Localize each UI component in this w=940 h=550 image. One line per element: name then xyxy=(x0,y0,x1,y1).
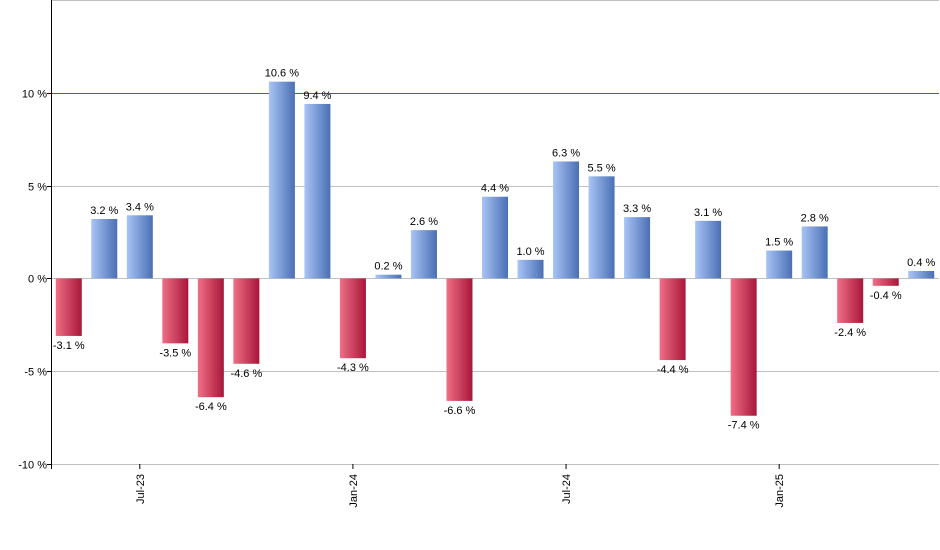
labels-layer: -3.1 % 3.2 % 3.4 % -3.5 % -6.4 % -4.6 % 10.6 %… xyxy=(18,68,935,508)
bar-value-label: -4.6 % xyxy=(230,368,262,380)
bar-value-label: 3.3 % xyxy=(623,203,651,215)
bar xyxy=(517,259,544,279)
bar xyxy=(339,278,366,359)
bar-value-label: -6.4 % xyxy=(195,401,227,413)
bar xyxy=(482,196,508,279)
y-tick-label: -10 % xyxy=(18,460,47,472)
bar-value-label: 1.0 % xyxy=(516,246,544,258)
bar xyxy=(695,220,722,279)
bar xyxy=(268,81,295,279)
bar-value-label: 6.3 % xyxy=(552,147,580,159)
bar xyxy=(126,215,153,279)
bar xyxy=(801,226,828,279)
bar-value-label: 3.2 % xyxy=(90,205,118,217)
bar xyxy=(730,278,757,416)
x-tick-label: Jul-24 xyxy=(561,474,573,504)
x-tick-label: Jan-24 xyxy=(348,474,360,508)
bar xyxy=(446,278,473,401)
bar-value-label: -0.4 % xyxy=(870,290,902,302)
bar xyxy=(304,103,331,279)
bar-value-label: 9.4 % xyxy=(303,90,331,102)
x-tick-label: Jul-23 xyxy=(135,474,147,504)
bar xyxy=(766,250,793,279)
bar-value-label: -6.6 % xyxy=(444,405,476,417)
bar-value-label: -3.1 % xyxy=(53,340,85,352)
bar-value-label: 10.6 % xyxy=(265,68,299,80)
bar xyxy=(233,278,260,364)
bar-value-label: 2.6 % xyxy=(410,216,438,228)
y-tick-label: 5 % xyxy=(28,182,47,194)
y-tick-label: 0 % xyxy=(28,274,47,286)
bar-value-label: 2.8 % xyxy=(801,212,829,224)
axes-layer xyxy=(47,0,780,469)
bar xyxy=(91,219,118,279)
bar-value-label: 1.5 % xyxy=(765,237,793,249)
bar xyxy=(872,278,899,286)
bar-value-label: 0.4 % xyxy=(907,257,935,269)
bar xyxy=(659,278,686,361)
bar xyxy=(162,278,189,344)
bars-layer xyxy=(55,81,935,416)
bar-value-label: 5.5 % xyxy=(587,162,615,174)
bar xyxy=(197,278,224,398)
bar-value-label: 3.1 % xyxy=(694,207,722,219)
bar-value-label: -3.5 % xyxy=(159,347,191,359)
y-tick-label: 10 % xyxy=(22,89,47,101)
bar xyxy=(624,217,651,279)
bar xyxy=(837,278,864,323)
bar xyxy=(375,274,402,279)
x-tick-label: Jan-25 xyxy=(774,474,786,508)
bar-value-label: 3.4 % xyxy=(126,201,154,213)
bar-value-label: -7.4 % xyxy=(728,420,760,432)
bar xyxy=(55,278,82,336)
bar-value-label: -2.4 % xyxy=(834,327,866,339)
bar-value-label: -4.3 % xyxy=(337,362,369,374)
bar xyxy=(588,176,615,279)
bar xyxy=(908,270,935,279)
y-tick-label: -5 % xyxy=(24,367,47,379)
bar-value-label: 0.2 % xyxy=(374,261,402,273)
bar-value-label: -4.4 % xyxy=(657,364,689,376)
bar xyxy=(553,161,580,279)
bar-value-label: 4.4 % xyxy=(481,183,509,195)
bar xyxy=(410,230,437,279)
